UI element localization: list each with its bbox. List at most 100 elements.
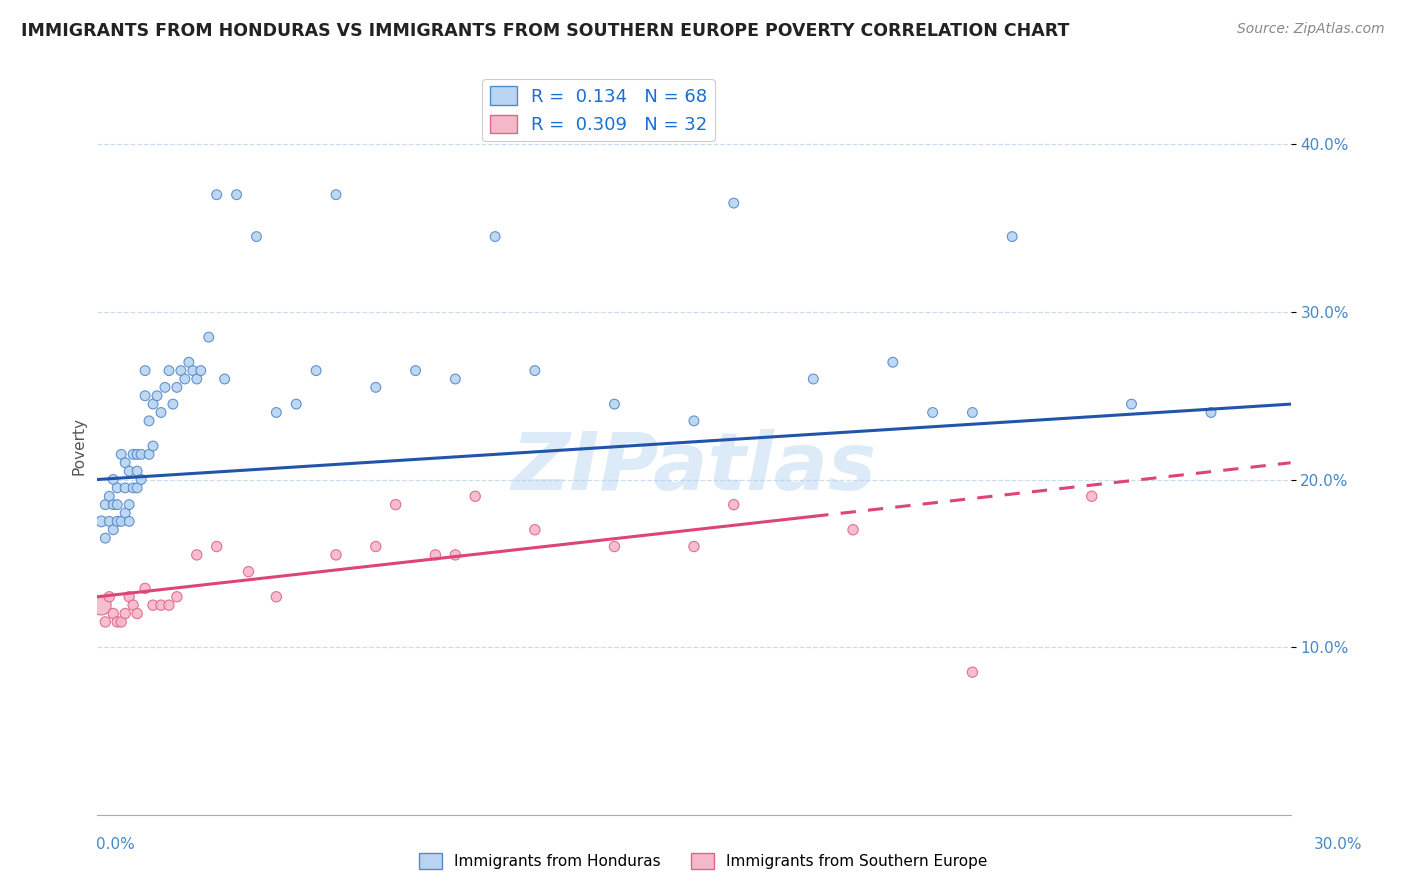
Point xyxy=(484,229,506,244)
Point xyxy=(305,363,328,377)
Point xyxy=(166,590,188,604)
Point xyxy=(127,447,149,461)
Point xyxy=(134,363,156,377)
Point xyxy=(118,498,141,512)
Point xyxy=(103,607,125,621)
Point xyxy=(94,531,117,545)
Point xyxy=(157,363,180,377)
Point xyxy=(186,548,208,562)
Point xyxy=(118,464,141,478)
Point xyxy=(197,330,219,344)
Text: 30.0%: 30.0% xyxy=(1315,838,1362,852)
Point xyxy=(138,414,160,428)
Point xyxy=(105,515,128,529)
Point xyxy=(444,372,467,386)
Point xyxy=(142,397,165,411)
Point xyxy=(122,598,145,612)
Point xyxy=(105,481,128,495)
Point xyxy=(523,523,546,537)
Point xyxy=(723,196,745,211)
Point xyxy=(173,372,195,386)
Point xyxy=(134,582,156,596)
Point xyxy=(266,405,288,419)
Point xyxy=(523,363,546,377)
Point xyxy=(150,598,173,612)
Text: IMMIGRANTS FROM HONDURAS VS IMMIGRANTS FROM SOUTHERN EUROPE POVERTY CORRELATION : IMMIGRANTS FROM HONDURAS VS IMMIGRANTS F… xyxy=(21,22,1070,40)
Point xyxy=(146,389,169,403)
Point xyxy=(166,380,188,394)
Point xyxy=(364,380,387,394)
Point xyxy=(962,405,984,419)
Point xyxy=(683,414,706,428)
Point xyxy=(723,498,745,512)
Point xyxy=(103,473,125,487)
Point xyxy=(105,615,128,629)
Point xyxy=(384,498,406,512)
Point xyxy=(98,489,121,503)
Point xyxy=(114,506,136,520)
Point xyxy=(464,489,486,503)
Point xyxy=(405,363,427,377)
Point xyxy=(325,187,347,202)
Point xyxy=(122,481,145,495)
Point xyxy=(127,464,149,478)
Point xyxy=(364,540,387,554)
Point xyxy=(205,540,228,554)
Text: Source: ZipAtlas.com: Source: ZipAtlas.com xyxy=(1237,22,1385,37)
Point xyxy=(285,397,308,411)
Point xyxy=(110,515,132,529)
Point xyxy=(90,515,112,529)
Point xyxy=(98,590,121,604)
Point xyxy=(214,372,236,386)
Point xyxy=(238,565,260,579)
Point xyxy=(94,615,117,629)
Point xyxy=(150,405,173,419)
Point xyxy=(801,372,824,386)
Point xyxy=(921,405,943,419)
Point xyxy=(90,598,112,612)
Legend: Immigrants from Honduras, Immigrants from Southern Europe: Immigrants from Honduras, Immigrants fro… xyxy=(412,847,994,875)
Point xyxy=(110,447,132,461)
Point xyxy=(114,456,136,470)
Point xyxy=(325,548,347,562)
Point xyxy=(103,523,125,537)
Point xyxy=(134,389,156,403)
Point xyxy=(266,590,288,604)
Point xyxy=(122,447,145,461)
Point xyxy=(190,363,212,377)
Point xyxy=(170,363,193,377)
Point xyxy=(603,540,626,554)
Text: ZIPatlas: ZIPatlas xyxy=(512,429,876,508)
Point xyxy=(205,187,228,202)
Point xyxy=(962,665,984,680)
Text: 0.0%: 0.0% xyxy=(96,838,135,852)
Point xyxy=(177,355,200,369)
Point xyxy=(882,355,904,369)
Point xyxy=(127,607,149,621)
Point xyxy=(129,447,152,461)
Point xyxy=(127,481,149,495)
Point xyxy=(245,229,267,244)
Point xyxy=(181,363,204,377)
Point xyxy=(186,372,208,386)
Point xyxy=(142,598,165,612)
Point xyxy=(1121,397,1143,411)
Point xyxy=(444,548,467,562)
Point xyxy=(103,498,125,512)
Point xyxy=(162,397,184,411)
Point xyxy=(683,540,706,554)
Point xyxy=(157,598,180,612)
Point xyxy=(110,615,132,629)
Point xyxy=(114,481,136,495)
Point xyxy=(225,187,247,202)
Legend: R =  0.134   N = 68, R =  0.309   N = 32: R = 0.134 N = 68, R = 0.309 N = 32 xyxy=(482,79,714,141)
Y-axis label: Poverty: Poverty xyxy=(72,417,86,475)
Point xyxy=(98,515,121,529)
Point xyxy=(129,473,152,487)
Point xyxy=(118,590,141,604)
Point xyxy=(138,447,160,461)
Point xyxy=(94,498,117,512)
Point xyxy=(118,515,141,529)
Point xyxy=(105,498,128,512)
Point xyxy=(142,439,165,453)
